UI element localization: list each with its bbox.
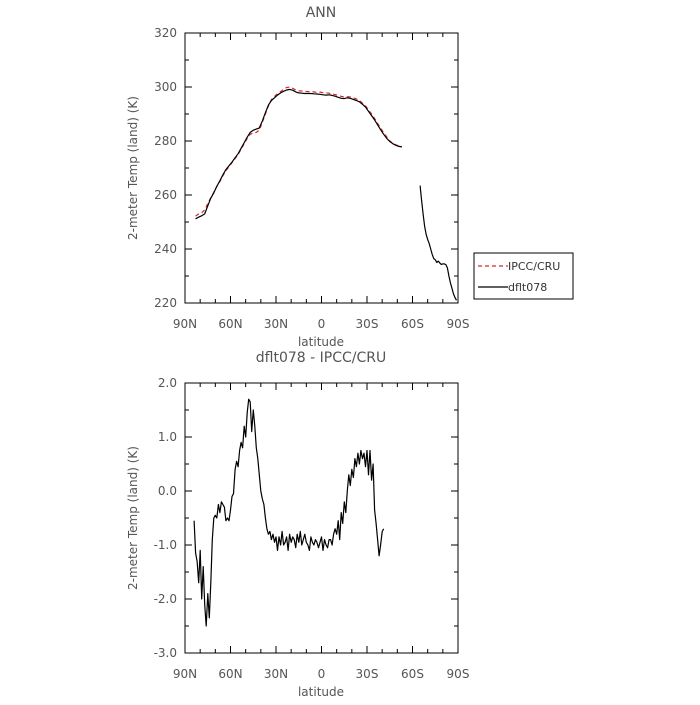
bottom-x-tick-label: 60S [401, 667, 424, 681]
bottom-x-tick-label: 30S [356, 667, 379, 681]
bottom-x-tick-label: 0 [318, 667, 326, 681]
top-line-dflt078 [419, 185, 458, 301]
bottom-y-axis-label: 2-meter Temp (land) (K) [126, 446, 140, 590]
top-x-axis-label: latitude [298, 335, 344, 349]
top-x-tick-label: 30N [264, 317, 288, 331]
top-x-tick-label: 90N [173, 317, 197, 331]
bottom-y-tick-label: -1.0 [154, 538, 177, 552]
panel-top: ANN 90N 60N 30N 0 30S 60S 90S 220 240 260 280 300 32… [126, 5, 469, 349]
top-line-dflt078 [195, 88, 402, 220]
top-y-tick-label: 260 [154, 188, 177, 202]
legend-label-dflt078: dflt078 [508, 281, 547, 294]
bottom-x-tick-label: 30N [264, 667, 288, 681]
panel-bottom: dflt078 - IPCC/CRU 90N 60N 30N 0 30S 60S 90S -3… [126, 350, 469, 699]
top-y-tick-label: 220 [154, 296, 177, 310]
top-x-tick-label: 30S [356, 317, 379, 331]
bottom-y-tick-label: 2.0 [158, 376, 177, 390]
bottom-line-series-0 [193, 398, 385, 627]
bottom-plot-frame [184, 382, 459, 654]
top-y-tick-label: 320 [154, 26, 177, 40]
top-x-tick-label: 0 [318, 317, 326, 331]
bottom-y-tick-label: 0.0 [158, 484, 177, 498]
top-y-tick-label: 240 [154, 242, 177, 256]
legend-label-ipcc-cru: IPCC/CRU [508, 260, 560, 273]
legend: IPCC/CRU dflt078 [473, 252, 574, 300]
bottom-chart-title: dflt078 - IPCC/CRU [256, 350, 386, 366]
bottom-x-tick-label: 90S [447, 667, 470, 681]
top-x-tick-label: 90S [447, 317, 470, 331]
bottom-x-tick-label: 90N [173, 667, 197, 681]
top-y-tick-label: 300 [154, 80, 177, 94]
top-chart-title: ANN [306, 5, 337, 21]
bottom-y-tick-label: -3.0 [154, 646, 177, 660]
top-x-tick-label: 60N [218, 317, 242, 331]
bottom-y-tick-label: 1.0 [158, 430, 177, 444]
bottom-y-tick-label: -2.0 [154, 592, 177, 606]
bottom-x-tick-label: 60N [218, 667, 242, 681]
legend-box [473, 252, 574, 300]
top-line-ipcc-cru [195, 86, 403, 217]
top-y-tick-label: 280 [154, 134, 177, 148]
top-x-tick-label: 60S [401, 317, 424, 331]
bottom-x-axis-label: latitude [298, 685, 344, 699]
top-y-axis-label: 2-meter Temp (land) (K) [126, 96, 140, 240]
top-plot-frame [184, 32, 459, 304]
